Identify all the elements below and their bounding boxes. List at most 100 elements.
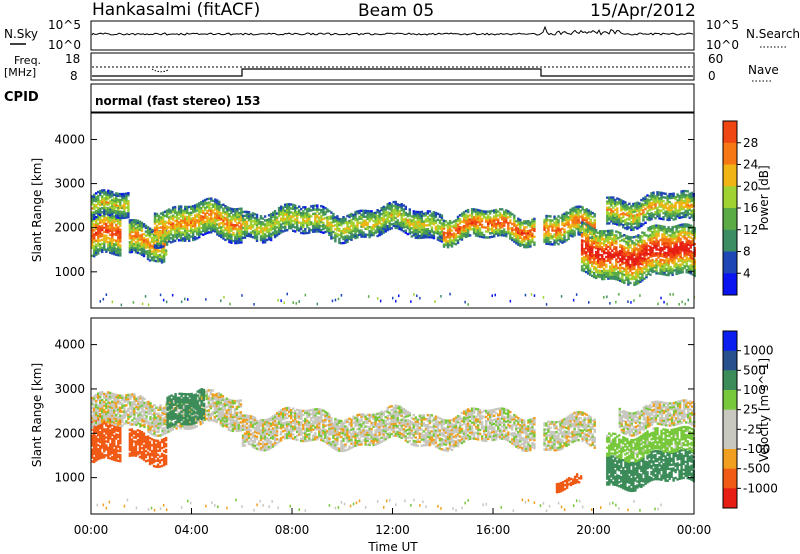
heatmap-cell: [438, 213, 442, 216]
heatmap-cell: [210, 197, 213, 200]
heatmap-cell: [624, 203, 627, 206]
heatmap-cell: [527, 231, 530, 235]
heatmap-cell: [509, 237, 512, 240]
heatmap-cell: [338, 233, 341, 237]
heatmap-cell: [436, 212, 440, 215]
heatmap-cell: [117, 204, 120, 207]
heatmap-cell: [430, 216, 434, 219]
heatmap-cell: [622, 204, 625, 207]
heatmap-cell: [603, 261, 606, 265]
heatmap-cell: [234, 220, 237, 223]
heatmap-cell: [416, 226, 420, 230]
heatmap-cell: [182, 215, 185, 218]
heatmap-cell: [93, 215, 96, 218]
heatmap-cell: [400, 215, 403, 218]
heatmap-cell: [230, 241, 233, 244]
heatmap-cell: [107, 219, 110, 222]
heatmap-cell: [416, 230, 420, 234]
heatmap-cell: [593, 258, 596, 261]
heatmap-cell: [218, 208, 221, 212]
heatmap-cell: [138, 222, 142, 225]
heatmap-cell: [601, 277, 604, 281]
heatmap-cell: [376, 234, 379, 238]
heatmap-cell: [630, 210, 633, 214]
heatmap-cell: [630, 228, 633, 232]
heatmap-cell: [408, 228, 412, 231]
heatmap-cell: [380, 232, 383, 236]
heatmap-cell: [306, 207, 309, 211]
heatmap-cell: [198, 218, 201, 221]
heatmap-cell: [150, 240, 154, 243]
heatmap-cell: [121, 216, 124, 220]
heatmap-cell: [561, 223, 564, 226]
heatmap-cell: [579, 209, 582, 212]
heatmap-cell: [607, 245, 610, 248]
heatmap-cell: [460, 226, 464, 229]
heatmap-cell: [661, 237, 664, 240]
heatmap-cell: [480, 209, 484, 213]
heatmap-cell: [679, 257, 682, 260]
heatmap-cell: [370, 214, 373, 217]
heatmap-cell: [677, 246, 680, 249]
heatmap-cell: [665, 251, 668, 255]
heatmap-cell: [175, 229, 179, 232]
heatmap-cell: [464, 229, 468, 233]
heatmap-cell: [655, 264, 658, 267]
heatmap-cell: [643, 251, 646, 255]
heatmap-cell: [667, 269, 670, 273]
heatmap-cell: [150, 232, 154, 236]
heatmap-cell: [647, 227, 650, 230]
heatmap-cell: [186, 235, 189, 238]
heatmap-cell: [531, 238, 534, 241]
heatmap-cell: [643, 257, 646, 260]
heatmap-cell: [316, 222, 319, 225]
heatmap-cell: [619, 279, 622, 282]
heatmap-cell: [358, 217, 361, 221]
heatmap-cell: [673, 231, 676, 234]
heatmap-cell: [186, 237, 189, 240]
heatmap-cell: [686, 208, 689, 211]
heatmap-cell: [284, 219, 287, 222]
heatmap-cell: [238, 211, 241, 215]
heatmap-cell: [265, 218, 269, 222]
heatmap-cell: [177, 207, 181, 210]
heatmap-cell: [406, 223, 410, 226]
heatmap-cell: [388, 216, 391, 219]
heatmap-cell: [228, 213, 231, 216]
heatmap-cell: [553, 233, 556, 236]
heatmap-cell: [656, 191, 659, 194]
heatmap-cell: [551, 227, 554, 230]
heatmap-cell: [179, 205, 183, 208]
heatmap-cell: [93, 430, 96, 434]
heatmap-cell: [196, 207, 199, 210]
heatmap-cell: [667, 265, 670, 269]
heatmap-cell: [150, 244, 154, 247]
heatmap-cell: [631, 266, 634, 269]
heatmap-cell: [478, 229, 482, 232]
heatmap-cell: [543, 222, 546, 226]
heatmap-cell: [109, 207, 112, 211]
heatmap-cell: [113, 250, 116, 254]
heatmap-cell: [111, 238, 114, 241]
heatmap-cell: [608, 208, 611, 211]
heatmap-cell: [649, 239, 652, 243]
heatmap-cell: [577, 227, 580, 230]
heatmap-cell: [649, 265, 652, 268]
heatmap-cell: [101, 220, 104, 224]
heatmap-cell: [165, 231, 169, 234]
heatmap-cell: [123, 198, 126, 202]
heatmap-cell: [204, 228, 207, 231]
heatmap-cell: [140, 223, 144, 227]
heatmap-cell: [549, 225, 552, 228]
heatmap-cell: [617, 278, 620, 282]
heatmap-cell: [585, 270, 588, 274]
heatmap-cell: [657, 260, 660, 263]
heatmap-cell: [105, 193, 108, 196]
heatmap-cell: [567, 231, 570, 235]
heatmap-cell: [648, 218, 651, 222]
heatmap-cell: [336, 225, 339, 228]
heatmap-cell: [636, 217, 639, 220]
heatmap-cell: [493, 217, 496, 220]
heatmap-cell: [499, 208, 502, 211]
heatmap-cell: [282, 230, 285, 233]
